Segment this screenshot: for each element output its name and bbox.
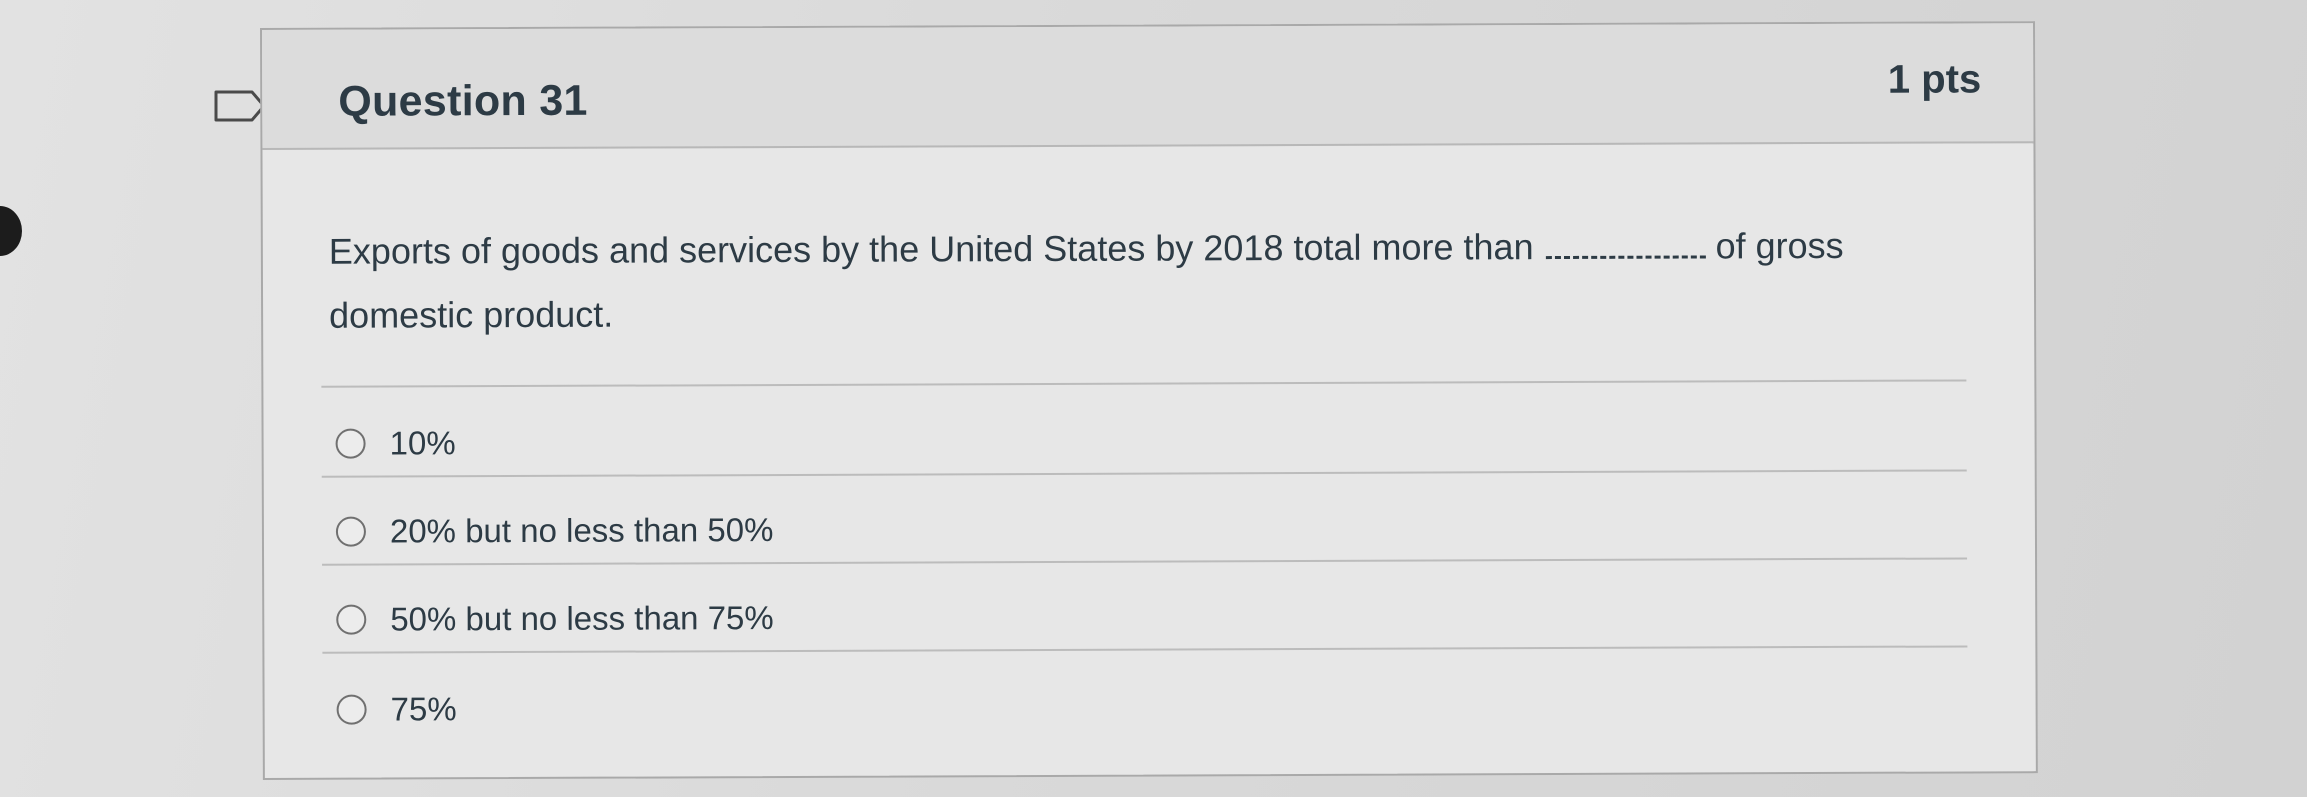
question-text-before-blank: Exports of goods and services by the Uni… (328, 226, 1534, 272)
answer-option[interactable]: 50% but no less than 75% (330, 583, 1967, 649)
radio-button-icon[interactable] (336, 694, 367, 725)
answer-label: 10% (389, 424, 456, 462)
answer-option[interactable]: 10% (329, 407, 1966, 473)
answer-label: 75% (390, 690, 457, 728)
question-title: Question 31 (338, 76, 588, 126)
question-points: 1 pts (1887, 57, 1982, 102)
answers-divider (321, 379, 1967, 388)
answer-option[interactable]: 20% but no less than 50% (330, 495, 1967, 561)
flag-question-icon[interactable] (212, 88, 268, 124)
answer-option[interactable]: 75% (331, 673, 1968, 739)
background-dark-spot (0, 206, 22, 256)
answer-label: 20% but no less than 50% (389, 511, 774, 550)
radio-button-icon[interactable] (335, 516, 366, 547)
radio-button-icon[interactable] (336, 604, 367, 635)
fill-in-blank (1545, 255, 1706, 260)
question-header: Question 31 1 pts (262, 23, 2034, 150)
question-card: Question 31 1 pts Exports of goods and s… (260, 21, 2038, 780)
radio-button-icon[interactable] (335, 428, 366, 459)
question-text: Exports of goods and services by the Uni… (329, 213, 1969, 347)
answer-label: 50% but no less than 75% (390, 599, 774, 638)
